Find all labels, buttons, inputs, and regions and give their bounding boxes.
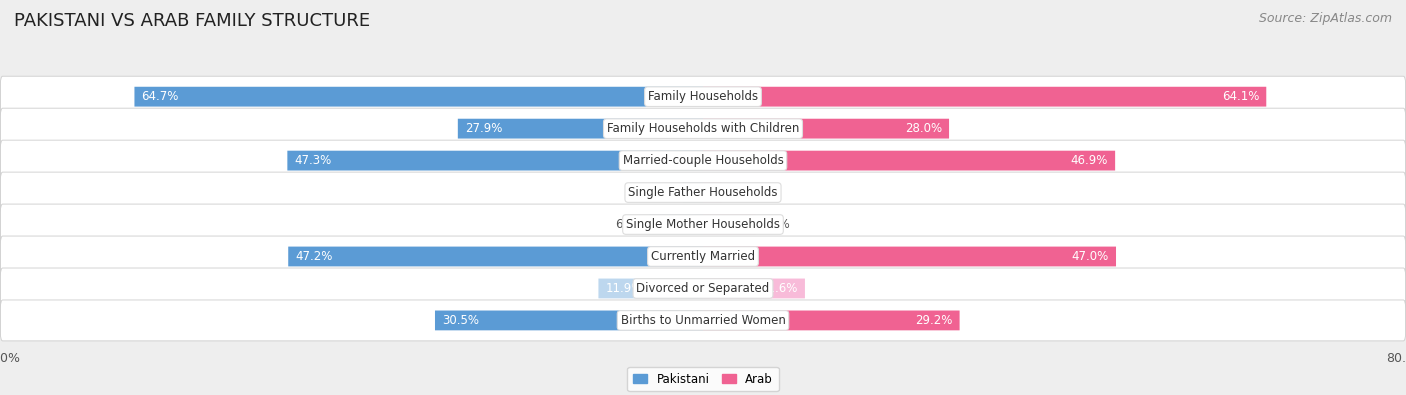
Text: 30.5%: 30.5% [441, 314, 479, 327]
FancyBboxPatch shape [287, 151, 703, 171]
FancyBboxPatch shape [458, 119, 703, 139]
Text: Births to Unmarried Women: Births to Unmarried Women [620, 314, 786, 327]
Text: Source: ZipAtlas.com: Source: ZipAtlas.com [1258, 12, 1392, 25]
FancyBboxPatch shape [0, 300, 1406, 341]
Text: 6.0%: 6.0% [761, 218, 790, 231]
FancyBboxPatch shape [703, 119, 949, 139]
FancyBboxPatch shape [135, 87, 703, 107]
Text: 28.0%: 28.0% [905, 122, 942, 135]
FancyBboxPatch shape [703, 310, 960, 330]
Text: 47.3%: 47.3% [294, 154, 332, 167]
Legend: Pakistani, Arab: Pakistani, Arab [627, 367, 779, 391]
FancyBboxPatch shape [0, 108, 1406, 149]
FancyBboxPatch shape [703, 182, 721, 203]
Text: 46.9%: 46.9% [1071, 154, 1108, 167]
Text: Single Father Households: Single Father Households [628, 186, 778, 199]
Text: Family Households with Children: Family Households with Children [607, 122, 799, 135]
Text: Divorced or Separated: Divorced or Separated [637, 282, 769, 295]
FancyBboxPatch shape [703, 278, 804, 298]
Text: Currently Married: Currently Married [651, 250, 755, 263]
Text: 11.6%: 11.6% [761, 282, 799, 295]
FancyBboxPatch shape [703, 87, 1267, 107]
FancyBboxPatch shape [703, 246, 1116, 266]
Text: PAKISTANI VS ARAB FAMILY STRUCTURE: PAKISTANI VS ARAB FAMILY STRUCTURE [14, 12, 370, 30]
Text: 2.3%: 2.3% [648, 186, 678, 199]
Text: 47.0%: 47.0% [1071, 250, 1109, 263]
Text: Single Mother Households: Single Mother Households [626, 218, 780, 231]
Text: 64.7%: 64.7% [142, 90, 179, 103]
FancyBboxPatch shape [703, 151, 1115, 171]
Text: 11.9%: 11.9% [606, 282, 643, 295]
FancyBboxPatch shape [288, 246, 703, 266]
FancyBboxPatch shape [0, 140, 1406, 181]
FancyBboxPatch shape [703, 214, 756, 235]
FancyBboxPatch shape [0, 204, 1406, 245]
FancyBboxPatch shape [434, 310, 703, 330]
Text: Family Households: Family Households [648, 90, 758, 103]
Text: 6.1%: 6.1% [616, 218, 645, 231]
Text: Married-couple Households: Married-couple Households [623, 154, 783, 167]
FancyBboxPatch shape [0, 236, 1406, 277]
FancyBboxPatch shape [0, 268, 1406, 309]
FancyBboxPatch shape [599, 278, 703, 298]
Text: 47.2%: 47.2% [295, 250, 333, 263]
FancyBboxPatch shape [683, 182, 703, 203]
FancyBboxPatch shape [650, 214, 703, 235]
Text: 27.9%: 27.9% [465, 122, 502, 135]
Text: 2.1%: 2.1% [725, 186, 755, 199]
Text: 64.1%: 64.1% [1222, 90, 1260, 103]
FancyBboxPatch shape [0, 172, 1406, 213]
FancyBboxPatch shape [0, 76, 1406, 117]
Text: 29.2%: 29.2% [915, 314, 953, 327]
